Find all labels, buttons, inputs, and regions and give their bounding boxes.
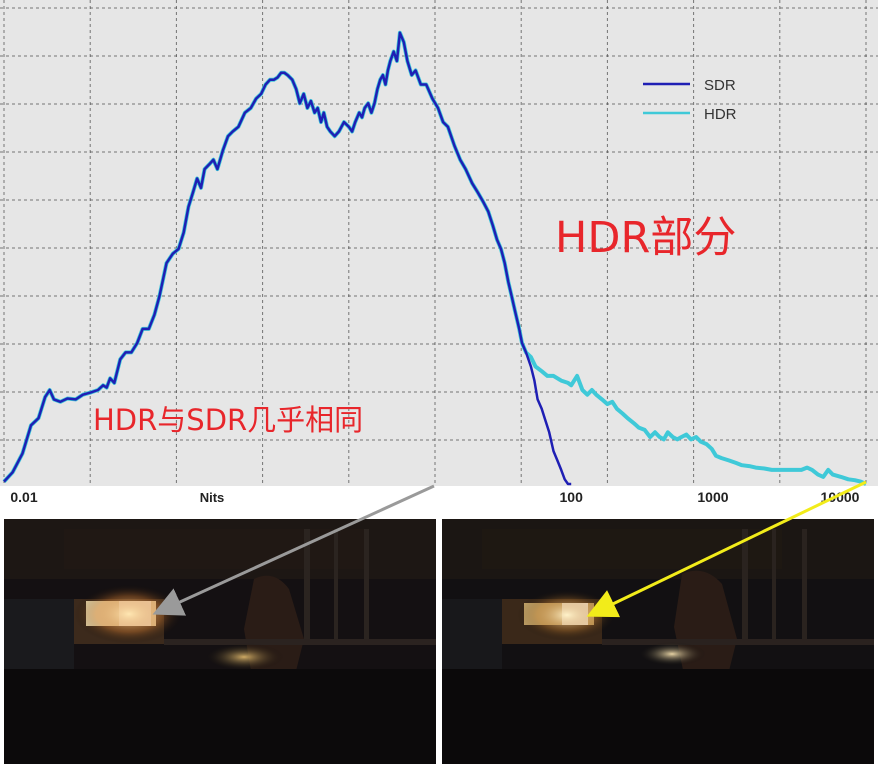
- histogram-chart: SDR HDR 0.01 100 1000 10000 Nits HDR部分 HDR与…: [0, 0, 878, 515]
- axis-band: [0, 486, 878, 515]
- legend-label-sdr: SDR: [704, 77, 736, 94]
- x-tick-label: 0.01: [10, 489, 37, 505]
- legend: SDR HDR: [643, 77, 737, 123]
- x-tick-label: 100: [560, 489, 584, 505]
- photo-strip: [0, 515, 878, 766]
- series-line-sdr: [3, 31, 572, 486]
- hdr-forge-scene: [442, 519, 874, 764]
- hdr-photo: [442, 519, 874, 764]
- plot-background: [0, 0, 878, 486]
- sdr-photo: [4, 519, 436, 764]
- x-axis-label: Nits: [200, 490, 225, 505]
- series-layer: [2, 30, 867, 486]
- annotation-hdr-region: HDR部分: [555, 213, 736, 263]
- legend-label-hdr: HDR: [704, 106, 737, 123]
- sdr-forge-scene: [4, 519, 436, 764]
- x-tick-label: 10000: [821, 489, 860, 505]
- chart-panel: SDR HDR 0.01 100 1000 10000 Nits HDR部分 HDR与…: [0, 0, 878, 515]
- x-tick-label: 1000: [697, 489, 728, 505]
- annotation-same-region: HDR与SDR几乎相同: [93, 403, 363, 437]
